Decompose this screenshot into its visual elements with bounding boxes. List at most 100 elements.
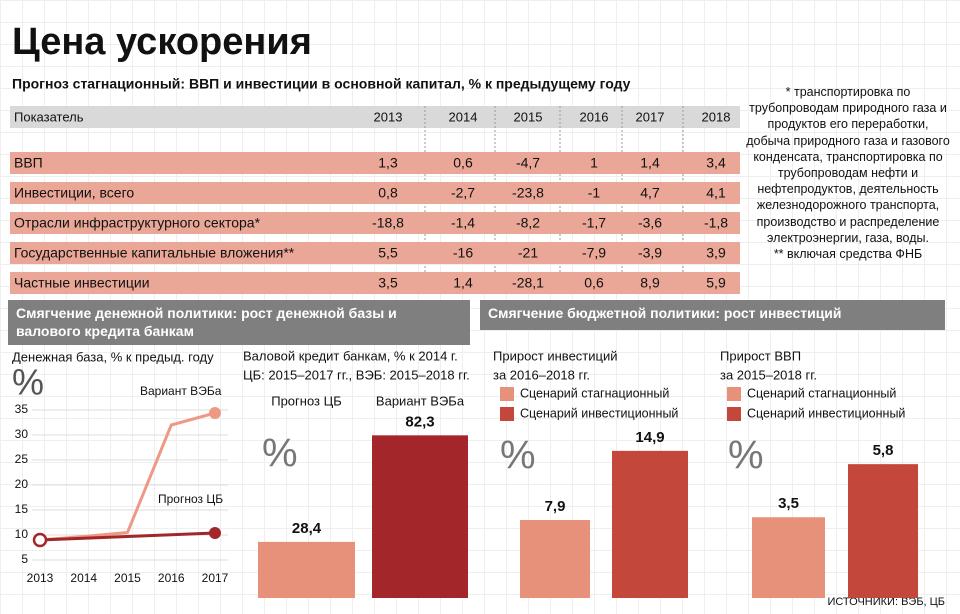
legend-label: Сценарий инвестиционный (520, 406, 678, 420)
chart-subtitle: за 2015–2018 гг. (720, 367, 817, 382)
table-cell: -2,7 (451, 185, 475, 201)
legend-label: Сценарий стагнационный (747, 386, 896, 400)
legend-swatch (727, 387, 741, 401)
table-header-row (10, 106, 740, 128)
unit-symbol: % (262, 432, 298, 476)
table-row (10, 212, 740, 234)
table-cell: Инвестиции, всего (14, 185, 134, 201)
table-cell: -21 (518, 245, 538, 261)
subtitle: Прогноз стагнационный: ВВП и инвестиции … (12, 76, 631, 92)
bar (848, 464, 918, 598)
legend-swatch (500, 407, 514, 421)
table-cell: -1,8 (704, 215, 728, 231)
legend-label: Сценарий стагнационный (520, 386, 669, 400)
table-cell: -16 (453, 245, 473, 261)
x-tick-label: 2017 (202, 571, 229, 585)
table-cell: 4,1 (706, 185, 726, 201)
x-tick-label: 2016 (158, 571, 185, 585)
table-header-cell: 2018 (702, 109, 731, 124)
legend-swatch (500, 387, 514, 401)
table-cell: 1,4 (640, 155, 660, 171)
y-tick-label: 15 (15, 502, 29, 516)
table-cell: -28,1 (512, 275, 544, 291)
table-header-cell: 2013 (374, 109, 403, 124)
chart-title: Прирост ВВП (720, 348, 801, 363)
table-row (10, 272, 740, 294)
legend-label: Сценарий инвестиционный (747, 406, 905, 420)
unit-symbol: % (12, 362, 44, 403)
series-label: Прогноз ЦБ (158, 492, 223, 506)
table-cell: Отрасли инфраструктурного сектора* (14, 215, 261, 231)
chart-title: Денежная база, % к предыд. году (12, 349, 214, 364)
table-cell: -1 (588, 185, 601, 201)
table-cell: -3,6 (638, 215, 662, 231)
chart-subtitle: ЦБ: 2015–2017 гг., ВЭБ: 2015–2018 гг. (243, 367, 470, 382)
start-marker (32, 532, 48, 548)
value-label: 14,9 (635, 429, 664, 446)
table-cell: 1 (590, 155, 598, 171)
table-cell: 4,7 (640, 185, 660, 201)
table-header-cell: 2014 (449, 109, 478, 124)
footnotes: * транспортировка по трубопроводам приро… (746, 84, 950, 262)
value-label: 7,9 (545, 498, 566, 515)
y-tick-label: 25 (15, 452, 29, 466)
section-header: Смягчение бюджетной политики: рост инвес… (480, 300, 945, 330)
value-label: 28,4 (292, 520, 322, 537)
value-label: 5,8 (873, 442, 894, 459)
chart-subtitle: за 2016–2018 гг. (493, 367, 590, 382)
line-series (39, 411, 216, 542)
unit-symbol: % (500, 434, 536, 478)
table-row (10, 182, 740, 204)
table-cell: 8,9 (640, 275, 660, 291)
category-label: Вариант ВЭБа (376, 393, 465, 408)
bar (612, 450, 688, 598)
table-row (10, 152, 740, 174)
value-label: 82,3 (405, 413, 434, 430)
table-header-cell: 2017 (636, 109, 665, 124)
table-cell: Государственные капитальные вложения** (14, 245, 295, 261)
table-cell: 1,4 (453, 275, 473, 291)
source: ИСТОЧНИКИ: ВЭБ, ЦБ (827, 596, 945, 608)
table-cell: -23,8 (512, 185, 544, 201)
y-tick-label: 30 (15, 427, 29, 441)
section-header: Смягчение денежной политики: рост денежн… (8, 300, 470, 345)
category-label: Прогноз ЦБ (271, 393, 342, 408)
y-tick-label: 10 (15, 527, 29, 541)
table-cell: -1,4 (451, 215, 475, 231)
table-cell: ВВП (14, 155, 43, 171)
value-label: 3,5 (778, 495, 799, 512)
line-series (39, 531, 216, 542)
table-cell: -4,7 (516, 155, 540, 171)
x-tick-label: 2013 (27, 571, 54, 585)
unit-symbol: % (728, 434, 764, 478)
footnote: * транспортировка по трубопроводам приро… (746, 85, 950, 245)
table-cell: 0,8 (378, 185, 398, 201)
table-cell: 5,5 (378, 245, 398, 261)
bar (752, 517, 825, 598)
x-tick-label: 2014 (70, 571, 97, 585)
table-header-cell: 2015 (514, 109, 543, 124)
bar (372, 435, 468, 598)
x-tick-label: 2015 (114, 571, 141, 585)
table-cell: 0,6 (584, 275, 604, 291)
table-cell: 3,4 (706, 155, 726, 171)
table-header-cell: 2016 (580, 109, 609, 124)
end-marker (209, 407, 221, 419)
table-cell: 1,3 (378, 155, 398, 171)
table-cell: -3,9 (638, 245, 662, 261)
table-cell: 3,5 (378, 275, 398, 291)
chart-title: Валовой кредит банкам, % к 2014 г. (243, 348, 458, 363)
series-label: Вариант ВЭБа (140, 384, 222, 398)
table-header-cell: Показатель (14, 109, 84, 124)
table-cell: Частные инвестиции (14, 275, 150, 291)
title: Цена ускорения (12, 21, 312, 63)
table-cell: 0,6 (453, 155, 473, 171)
y-tick-label: 20 (15, 477, 29, 491)
footnote: ** включая средства ФНБ (773, 247, 923, 262)
legend-swatch (727, 407, 741, 421)
y-tick-label: 5 (21, 552, 28, 566)
table-cell: -7,9 (582, 245, 606, 261)
end-marker (209, 527, 221, 539)
